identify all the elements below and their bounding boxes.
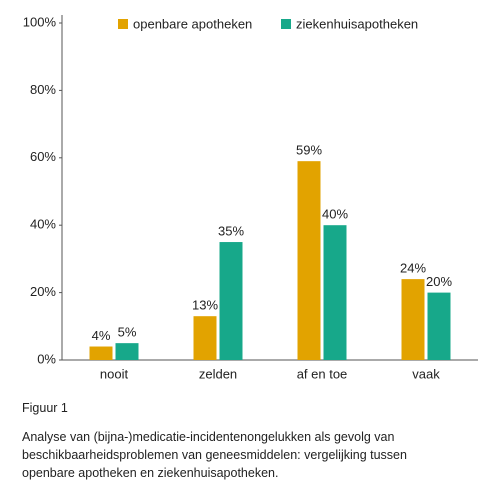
value-label: 4%	[92, 328, 111, 343]
value-label: 40%	[322, 207, 348, 222]
bar	[427, 292, 451, 360]
x-tick-label: af en toe	[297, 366, 348, 381]
legend-label: ziekenhuisapotheken	[296, 16, 418, 31]
value-label: 20%	[426, 274, 452, 289]
value-label: 59%	[296, 143, 322, 158]
bar	[297, 161, 321, 360]
legend-swatch	[118, 19, 128, 29]
y-tick-label: 60%	[30, 149, 56, 164]
bar	[219, 242, 243, 360]
x-tick-label: zelden	[199, 366, 237, 381]
y-tick-label: 0%	[37, 351, 56, 366]
legend-swatch	[281, 19, 291, 29]
x-tick-label: vaak	[412, 366, 440, 381]
x-tick-label: nooit	[100, 366, 129, 381]
bar	[323, 225, 347, 360]
bar	[89, 346, 113, 360]
value-label: 5%	[118, 325, 137, 340]
caption-line: openbare apotheken en ziekenhuisapotheke…	[22, 466, 279, 480]
figure-label: Figuur 1	[22, 401, 68, 415]
caption-line: beschikbaarheidsproblemen van geneesmidd…	[22, 448, 407, 462]
legend-label: openbare apotheken	[133, 16, 252, 31]
bar	[115, 343, 139, 360]
chart: 0% 20% 40% 60% 80% 100% nooit 4% 5% zelden 13% 35% a…	[23, 14, 478, 381]
y-tick-label: 20%	[30, 284, 56, 299]
caption-line: Analyse van (bijna-)medicatie-incidenten…	[22, 430, 395, 444]
y-tick-label: 40%	[30, 217, 56, 232]
value-label: 24%	[400, 261, 426, 276]
y-tick-label: 80%	[30, 82, 56, 97]
y-tick-label: 100%	[23, 14, 57, 29]
value-label: 13%	[192, 298, 218, 313]
bar	[401, 279, 425, 360]
value-label: 35%	[218, 223, 244, 238]
bar	[193, 316, 217, 360]
